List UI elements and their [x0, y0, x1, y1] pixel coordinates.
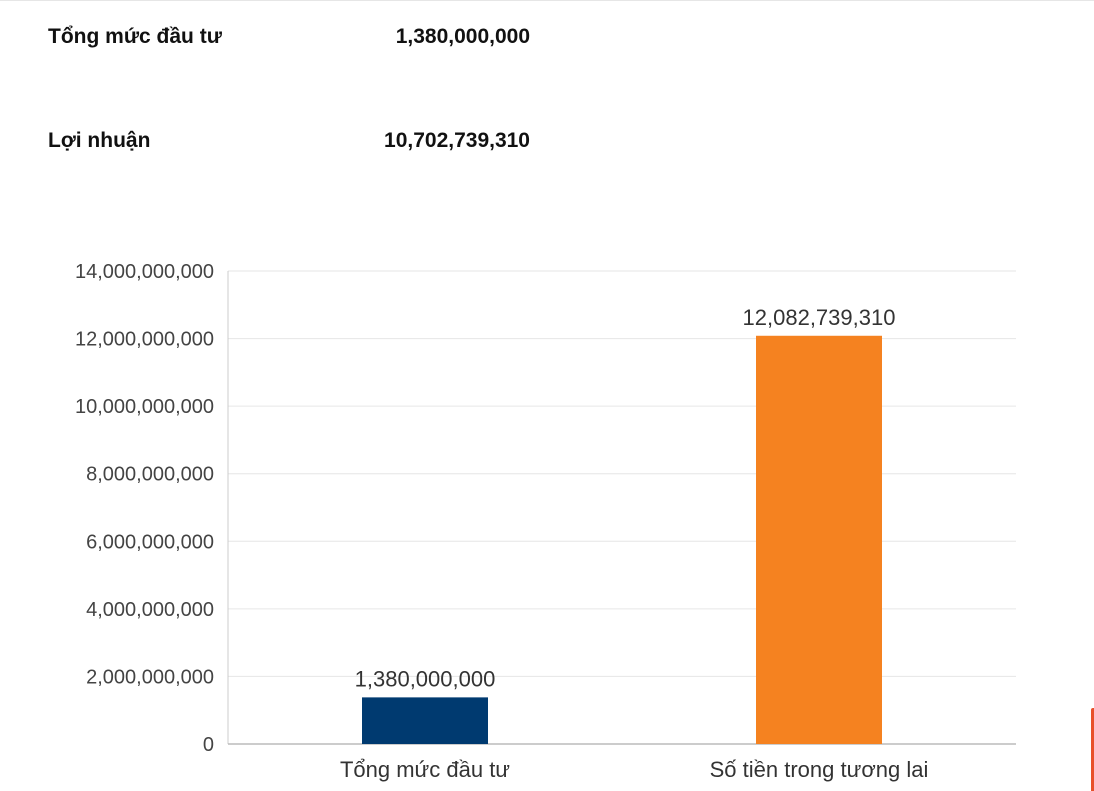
profit-value: 10,702,739,310: [384, 129, 530, 152]
profit-label: Lợi nhuận: [48, 129, 151, 152]
x-tick-label: Tổng mức đầu tư: [340, 757, 510, 782]
bar: [362, 697, 488, 744]
corner-accent: [1091, 708, 1094, 791]
data-label: 1,380,000,000: [355, 666, 496, 691]
y-tick-label: 12,000,000,000: [75, 329, 214, 351]
investment-value: 1,380,000,000: [395, 25, 530, 48]
y-tick-label: 10,000,000,000: [75, 396, 214, 418]
top-divider: [0, 0, 1094, 1]
y-tick-label: 0: [203, 734, 214, 756]
investment-row: Tổng mức đầu tư 1,380,000,000: [48, 25, 538, 55]
y-tick-label: 14,000,000,000: [75, 261, 214, 283]
data-label: 12,082,739,310: [743, 305, 896, 330]
y-tick-label: 4,000,000,000: [86, 599, 214, 621]
y-tick-label: 6,000,000,000: [86, 531, 214, 553]
y-tick-label: 8,000,000,000: [86, 464, 214, 486]
investment-label: Tổng mức đầu tư: [48, 25, 222, 48]
profit-row: Lợi nhuận 10,702,739,310: [48, 129, 538, 159]
bar: [756, 335, 882, 744]
y-tick-label: 2,000,000,000: [86, 666, 214, 688]
x-tick-label: Số tiền trong tương lai: [710, 757, 929, 782]
